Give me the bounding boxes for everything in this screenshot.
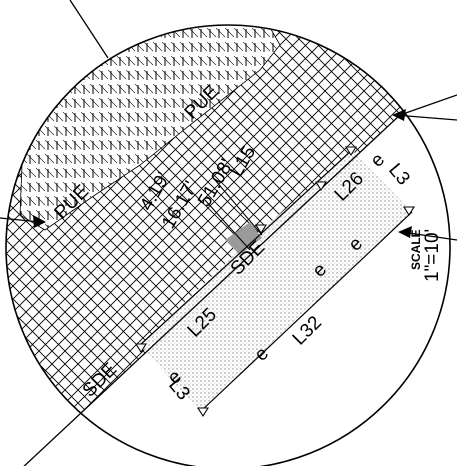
triangle-marker <box>135 343 147 354</box>
triangle-marker <box>197 407 209 418</box>
arrow-right-upper <box>394 114 457 121</box>
triangle-marker <box>345 146 357 157</box>
shaded-patch <box>225 222 262 255</box>
scale-value: 1"=10' <box>422 229 443 282</box>
arrow-left <box>0 217 41 223</box>
boundary-line-4 <box>399 94 457 116</box>
arrowhead-icon <box>398 226 412 238</box>
stipple-strip <box>140 150 412 412</box>
triangle-marker <box>315 181 327 192</box>
leader-line-top <box>69 0 109 59</box>
triangle-marker <box>403 206 415 217</box>
tie-line-l15b <box>204 199 251 251</box>
detail-circle <box>5 24 451 466</box>
label-e: e <box>367 149 389 171</box>
triangle-marker <box>255 224 267 235</box>
boundary-line-3 <box>199 211 413 413</box>
boundary-line-1 <box>23 114 401 466</box>
arrowhead-icon <box>33 215 46 228</box>
arrowhead-icon <box>392 109 406 121</box>
tie-line-l15 <box>214 179 263 236</box>
scale-heading: SCALE <box>409 229 423 270</box>
arrow-right-lower <box>401 231 457 241</box>
